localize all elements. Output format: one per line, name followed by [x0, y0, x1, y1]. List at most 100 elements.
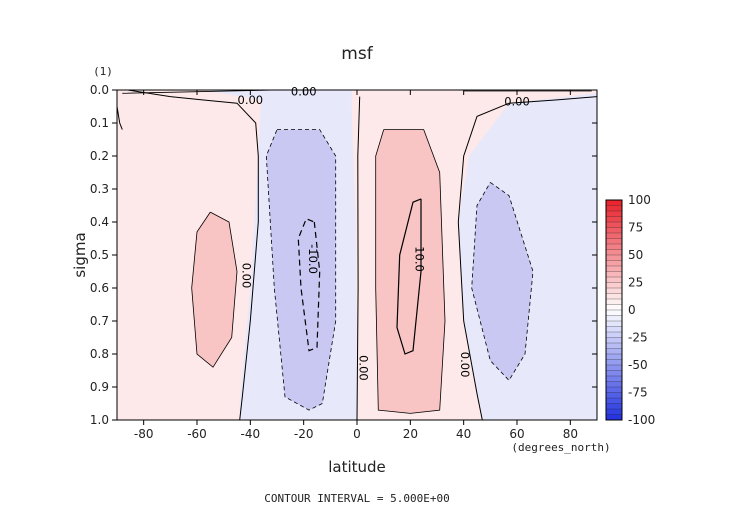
- colorbar-band: [605, 364, 623, 371]
- colorbar-band: [605, 210, 623, 217]
- contour-minus10-sh: [297, 217, 321, 352]
- colorbar-band: [605, 216, 623, 223]
- x-tick-label: 60: [509, 427, 524, 441]
- contour-regions: [117, 90, 597, 420]
- region-sh-negative-core: [266, 129, 336, 411]
- zero-contour-equator: [356, 96, 361, 421]
- colorbar-band: [605, 205, 623, 212]
- colorbar-band: [605, 331, 623, 338]
- x-tick-label: 80: [563, 427, 578, 441]
- y-tick-label: 0.3: [90, 182, 109, 196]
- x-tick-label: -60: [187, 427, 207, 441]
- y-axis: 0.0 0.1 0.2 0.3 0.4 0.5 0.6 0.7 0.8 0.9 1.0: [90, 83, 597, 427]
- x-tick-label: -40: [241, 427, 261, 441]
- colorbar-band: [605, 337, 623, 344]
- x-tick-label: 20: [403, 427, 418, 441]
- y-tick-label: 0.1: [90, 116, 109, 130]
- colorbar-band: [605, 304, 623, 311]
- colorbar-frame: [605, 199, 623, 421]
- colorbar-band: [605, 282, 623, 289]
- y-tick-label: 0.4: [90, 215, 109, 229]
- colorbar-band: [605, 375, 623, 382]
- zero-contour-nh: [457, 96, 598, 421]
- region-nh-positive-core: [375, 129, 445, 414]
- colorbar-band: [605, 260, 623, 267]
- colorbar-label: -25: [628, 331, 648, 345]
- contour-label: 0.00: [239, 263, 253, 289]
- contour-label: 0.00: [357, 355, 371, 381]
- colorbar-band: [605, 342, 623, 349]
- colorbar-band: [605, 315, 623, 322]
- colorbar-label: -75: [628, 386, 648, 400]
- x-axis-title: latitude: [328, 458, 386, 476]
- colorbar-label: -100: [628, 413, 655, 427]
- colorbar-label: 100: [628, 193, 651, 207]
- colorbar-band: [605, 359, 623, 366]
- y-tick-label: 0.0: [90, 83, 109, 97]
- colorbar-label: -50: [628, 358, 648, 372]
- colorbar-band: [605, 298, 623, 305]
- y-units-label: (1): [93, 65, 113, 78]
- contour-minus5-nh: [471, 182, 534, 382]
- colorbar-label: 0: [628, 303, 636, 317]
- colorbar-band: [605, 348, 623, 355]
- contour-plus5-nh: [375, 129, 446, 414]
- y-tick-label: 0.8: [90, 347, 109, 361]
- colorbar-band: [605, 309, 623, 316]
- colorbar-band: [605, 392, 623, 399]
- colorbar-band: [605, 408, 623, 415]
- contour-label: -10.0: [306, 244, 320, 274]
- colorbar-band: [605, 287, 623, 294]
- colorbar-band: [605, 397, 623, 404]
- contour-labels: 0.000.000.00-10.0 10.00.000.00 0.00: [237, 85, 529, 381]
- x-tick-label: -20: [294, 427, 314, 441]
- zero-contour-sh-edge: [116, 106, 123, 130]
- y-tick-label: 0.9: [90, 380, 109, 394]
- contour-minus5-sh: [265, 129, 337, 411]
- x-units-label: (degrees_north): [511, 441, 610, 454]
- colorbar-label: 75: [628, 221, 643, 235]
- colorbar-band: [605, 249, 623, 256]
- contour-plus10-nh: [396, 198, 422, 355]
- y-tick-label: 0.7: [90, 314, 109, 328]
- colorbar-band: [605, 221, 623, 228]
- colorbar-band: [605, 199, 623, 206]
- colorbar-band: [605, 238, 623, 245]
- contour-interval-note: CONTOUR INTERVAL = 5.000E+00: [264, 492, 449, 505]
- colorbar-band: [605, 353, 623, 360]
- chart-title: msf: [341, 44, 373, 64]
- colorbar-band: [605, 227, 623, 234]
- colorbar-band: [605, 254, 623, 261]
- contour-label: 0.00: [458, 352, 472, 378]
- region-sh-positive-inner: [191, 212, 237, 368]
- colorbar-band: [605, 243, 623, 250]
- colorbar-band: [605, 320, 623, 327]
- x-tick-label: 0: [353, 427, 361, 441]
- contour-label: 10.0: [413, 246, 427, 272]
- y-tick-label: 0.6: [90, 281, 109, 295]
- x-tick-label: 40: [456, 427, 471, 441]
- contour-label: 0.00: [504, 95, 530, 109]
- colorbar-label: 50: [628, 248, 643, 262]
- y-tick-label: 0.2: [90, 149, 109, 163]
- colorbar-band: [605, 293, 623, 300]
- colorbar-band: [605, 271, 623, 278]
- colorbar-label: 25: [628, 276, 643, 290]
- colorbar-band: [605, 265, 623, 272]
- colorbar-band: [605, 386, 623, 393]
- colorbar-band: [605, 326, 623, 333]
- colorbar-band: [605, 370, 623, 377]
- y-tick-label: 1.0: [90, 413, 109, 427]
- contour-plus5-sh: [191, 211, 238, 368]
- x-tick-label: -80: [134, 427, 154, 441]
- colorbar-band: [605, 403, 623, 410]
- y-axis-title: sigma: [71, 232, 89, 277]
- zero-contour-sh: [127, 89, 259, 421]
- x-axis: -80 -60 -40 -20 0 20 40 60 80: [134, 90, 578, 441]
- region-nh-negative-inner: [471, 182, 533, 381]
- colorbar-band: [605, 232, 623, 239]
- colorbar-band: [605, 381, 623, 388]
- colorbar-band: [605, 276, 623, 283]
- y-tick-label: 0.5: [90, 248, 109, 262]
